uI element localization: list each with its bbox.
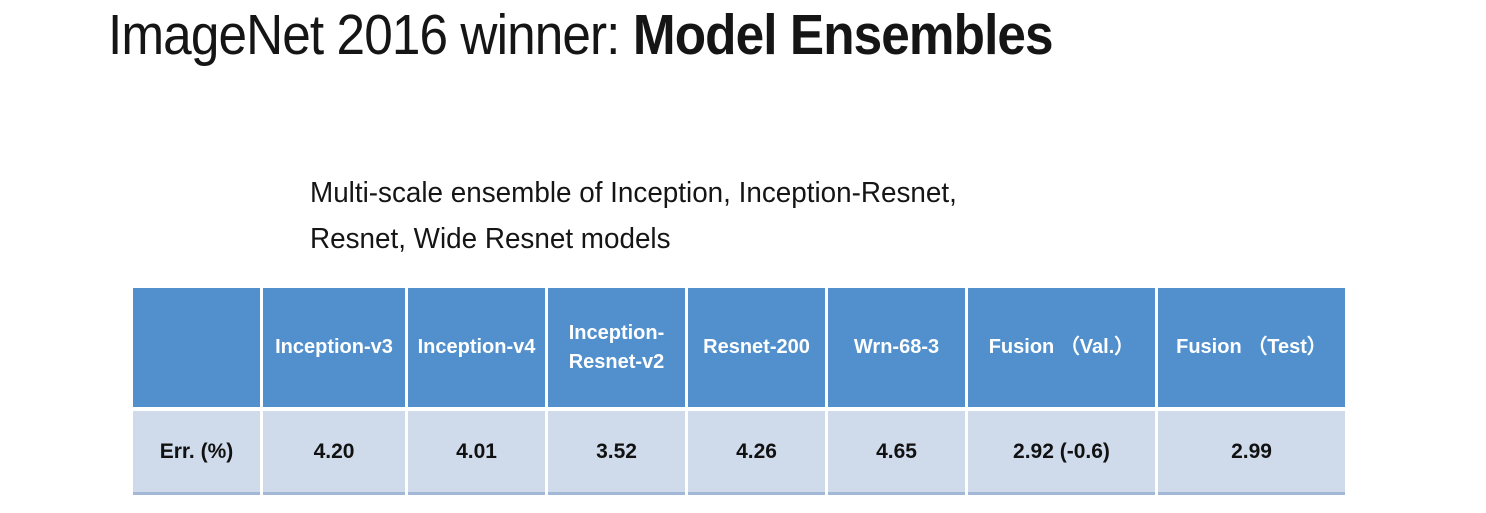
- header-cell-inception-v4: Inception-v4: [408, 288, 545, 407]
- header-cell-inception-resnet-v2: Inception-Resnet-v2: [548, 288, 685, 407]
- row-label-err: Err. (%): [133, 411, 260, 495]
- results-table: Inception-v3 Inception-v4 Inception-Resn…: [130, 284, 1348, 499]
- slide-subtitle: Multi-scale ensemble of Inception, Incep…: [310, 177, 957, 256]
- header-cell-wrn-68-3: Wrn-68-3: [828, 288, 965, 407]
- table-row-error: Err. (%) 4.20 4.01 3.52 4.26 4.65 2.92 (…: [133, 411, 1345, 495]
- cell-err-inception-v3: 4.20: [263, 411, 405, 495]
- cell-err-fusion-test: 2.99: [1158, 411, 1345, 495]
- header-cell-resnet-200: Resnet-200: [688, 288, 825, 407]
- header-cell-fusion-val: Fusion （Val.）: [968, 288, 1155, 407]
- table-header-row: Inception-v3 Inception-v4 Inception-Resn…: [133, 288, 1345, 407]
- header-cell-inception-v3: Inception-v3: [263, 288, 405, 407]
- cell-err-inception-v4: 4.01: [408, 411, 545, 495]
- slide-title-bold: Model Ensembles: [632, 3, 1054, 67]
- slide-title-regular: ImageNet 2016 winner:: [108, 3, 633, 67]
- header-cell-fusion-test: Fusion （Test）: [1158, 288, 1345, 407]
- header-cell-empty: [133, 288, 260, 407]
- cell-err-wrn-68-3: 4.65: [828, 411, 965, 495]
- cell-err-resnet-200: 4.26: [688, 411, 825, 495]
- slide-title: ImageNet 2016 winner: Model Ensembles: [108, 2, 1054, 68]
- cell-err-fusion-val: 2.92 (-0.6): [968, 411, 1155, 495]
- cell-err-inception-resnet-v2: 3.52: [548, 411, 685, 495]
